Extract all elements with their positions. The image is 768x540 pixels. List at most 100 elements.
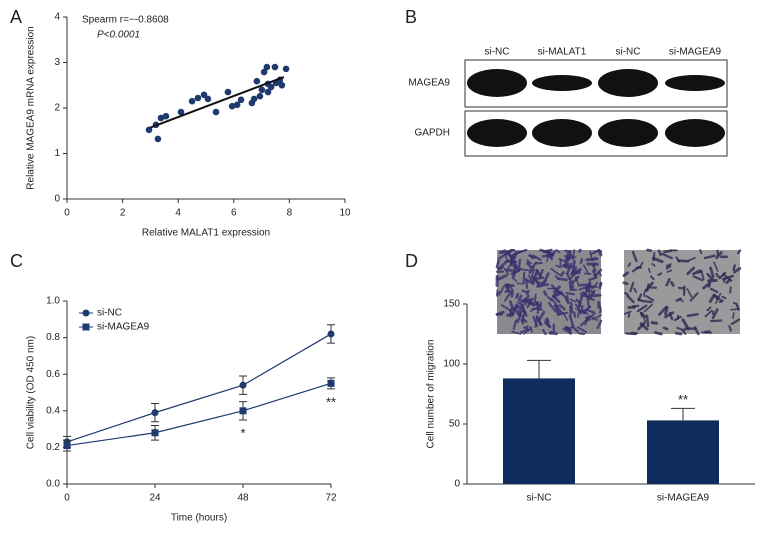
cell-stain xyxy=(578,286,586,291)
cell-stain xyxy=(571,259,576,272)
point xyxy=(154,135,162,143)
cell-stain xyxy=(504,290,512,302)
cell-stain xyxy=(571,325,579,333)
marker xyxy=(151,409,159,417)
cell-stain xyxy=(657,249,662,257)
y-tick-label: 1.0 xyxy=(46,296,60,307)
lane-label: si-MAGEA9 xyxy=(669,47,722,58)
micrograph xyxy=(622,248,742,336)
cell-stain xyxy=(707,280,712,288)
y-tick-label: 2 xyxy=(54,103,60,114)
cell-stain xyxy=(590,316,599,321)
cell-stain xyxy=(651,263,656,267)
cell-stain xyxy=(497,274,508,281)
point xyxy=(253,77,261,85)
cell-stain xyxy=(503,267,510,276)
y-tick-label: 0.4 xyxy=(46,405,60,416)
point xyxy=(282,65,290,73)
cell-stain xyxy=(517,309,522,317)
cell-stain xyxy=(504,249,515,256)
x-tick-label: 48 xyxy=(237,493,249,504)
panel-letter: C xyxy=(10,251,23,271)
cell-stain xyxy=(574,303,581,310)
cell-stain xyxy=(725,278,731,285)
y-tick-label: 4 xyxy=(54,12,60,23)
cell-stain xyxy=(598,307,602,314)
cell-stain xyxy=(706,272,714,281)
cell-stain xyxy=(665,278,671,287)
cell-stain xyxy=(662,326,669,331)
cell-stain xyxy=(547,301,557,313)
cell-stain xyxy=(586,284,599,289)
fit-line xyxy=(150,76,285,129)
annotation: Spearm r=−-0.8608 xyxy=(82,15,169,26)
cell-stain xyxy=(580,306,592,313)
cell-stain xyxy=(692,269,702,276)
panel-letter: B xyxy=(405,7,417,27)
cell-stain xyxy=(686,288,693,298)
cell-stain xyxy=(596,314,602,319)
cell-stain xyxy=(661,252,674,260)
cell-stain xyxy=(510,262,518,270)
cell-stain xyxy=(522,271,526,285)
cell-stain xyxy=(526,259,532,265)
x-tick-label: 6 xyxy=(231,208,237,219)
cell-stain xyxy=(645,295,655,302)
cell-stain xyxy=(549,330,553,335)
cell-stain xyxy=(569,298,577,303)
cell-stain xyxy=(523,327,533,335)
point xyxy=(264,88,272,96)
cell-stain xyxy=(535,268,543,278)
cell-stain xyxy=(585,257,599,262)
point xyxy=(250,95,258,103)
y-axis-label: Cell viability (OD 450 nm) xyxy=(26,336,37,449)
cell-stain xyxy=(665,264,672,270)
cell-stain xyxy=(715,273,720,278)
cell-stain xyxy=(641,299,653,304)
cell-stain xyxy=(499,251,510,255)
cell-stain xyxy=(568,314,575,328)
y-axis-label: Relative MAGEA9 mRNA expression xyxy=(26,26,37,189)
cell-stain xyxy=(519,299,529,303)
cell-stain xyxy=(545,317,550,324)
cell-stain xyxy=(708,293,716,303)
point xyxy=(233,101,241,109)
x-tick-label: 24 xyxy=(149,493,161,504)
cell-stain xyxy=(499,265,505,270)
cell-stain xyxy=(663,249,673,254)
marker xyxy=(63,442,71,450)
lane-label: si-NC xyxy=(616,47,641,58)
cell-stain xyxy=(495,259,500,269)
bar xyxy=(647,420,719,484)
cell-stain xyxy=(710,319,723,323)
cell-stain xyxy=(561,263,570,268)
y-tick-label: 1 xyxy=(54,148,60,159)
cell-stain xyxy=(520,268,531,272)
marker xyxy=(327,379,335,387)
cell-stain xyxy=(735,302,740,311)
point xyxy=(194,94,202,102)
cell-stain xyxy=(587,313,596,320)
cell-stain xyxy=(579,258,584,264)
cell-stain xyxy=(713,261,719,272)
x-tick-label: 72 xyxy=(325,493,337,504)
cell-stain xyxy=(629,281,635,293)
cell-stain xyxy=(546,296,553,302)
y-tick-label: 0 xyxy=(54,194,60,205)
cell-stain xyxy=(533,300,541,306)
cell-stain xyxy=(699,249,703,255)
cell-stain xyxy=(704,309,713,318)
cell-stain xyxy=(668,311,674,321)
cell-stain xyxy=(675,256,681,263)
cell-stain xyxy=(652,251,656,262)
cell-stain xyxy=(529,326,533,333)
cell-stain xyxy=(534,315,538,328)
cell-stain xyxy=(511,330,522,335)
cell-stain xyxy=(553,296,561,304)
cell-stain xyxy=(588,296,595,302)
row-label: MAGEA9 xyxy=(408,78,450,89)
cell-stain xyxy=(670,281,675,287)
annotation: P<0.0001 xyxy=(97,30,140,41)
cell-stain xyxy=(521,289,528,294)
series-line xyxy=(66,333,332,443)
